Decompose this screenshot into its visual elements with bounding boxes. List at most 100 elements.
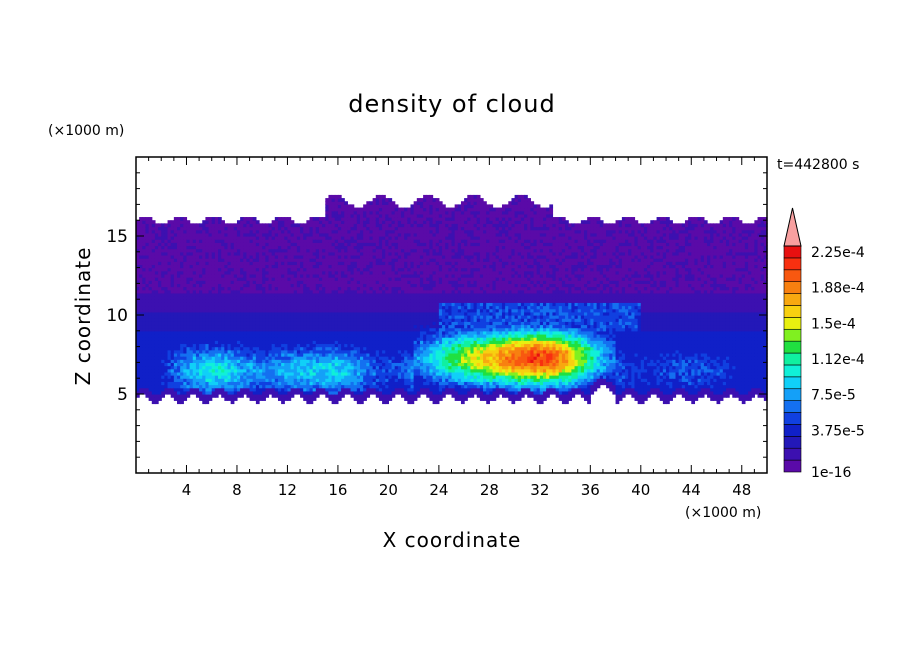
density-cell [145,283,150,288]
density-cell [158,311,162,316]
density-cell [246,324,251,329]
density-cell [230,394,235,398]
density-cell [183,245,188,250]
density-cell [259,381,263,386]
density-cell [177,245,181,250]
density-cell [221,239,225,243]
density-cell [243,321,248,326]
density-cell [303,261,307,266]
density-cell [142,308,147,313]
density-cell [218,299,222,303]
density-cell [177,327,181,332]
density-cell [214,327,219,332]
density-cell [249,299,254,303]
density-cell [259,352,263,357]
density-cell [202,318,206,322]
density-cell [158,267,162,272]
density-cell [293,340,298,345]
density-cell [230,381,235,386]
density-cell [243,305,248,310]
density-cell [252,248,257,253]
density-cell [249,296,254,300]
density-cell [164,337,169,341]
density-cell [177,296,181,300]
density-cell [227,356,232,360]
density-cell [214,390,219,395]
density-cell [151,254,156,259]
density-cell [195,296,200,300]
density-cell [189,264,194,269]
density-cell [173,311,178,316]
density-cell [224,365,229,370]
density-cell [170,362,175,367]
density-cell [192,308,197,313]
density-cell [205,362,210,367]
density-cell [224,343,229,348]
density-cell [281,232,285,237]
density-cell [296,390,301,395]
density-cell [293,315,298,319]
density-cell [205,232,210,237]
density-cell [271,296,276,300]
density-cell [277,254,282,259]
density-cell [303,273,307,278]
density-cell [218,232,222,237]
density-cell [186,378,191,382]
density-cell [136,311,140,316]
density-cell [243,324,248,329]
density-cell [230,359,235,363]
density-cell [221,280,225,284]
density-cell [293,375,298,379]
density-cell [211,318,216,322]
density-cell [205,356,210,360]
density-cell [214,371,219,376]
density-cell [145,254,150,259]
density-cell [233,254,238,259]
density-cell [271,346,276,351]
density-cell [221,245,225,250]
density-cell [255,264,260,269]
density-cell [277,368,282,373]
density-cell [296,381,301,386]
density-cell [218,387,222,392]
density-cell [173,229,178,234]
density-cell [218,343,222,348]
density-cell [199,333,203,338]
density-cell [277,217,282,221]
density-cell [183,375,188,379]
density-cell [218,251,222,256]
density-cell [265,264,270,269]
density-cell [136,242,140,247]
density-cell [167,368,172,373]
density-cell [303,378,307,382]
density-cell [300,299,304,303]
density-cell [177,226,181,231]
density-cell [214,324,219,329]
density-cell [199,270,203,275]
density-cell [227,384,232,389]
density-cell [281,251,285,256]
density-cell [186,365,191,370]
density-cell [284,321,289,326]
density-cell [136,299,140,303]
density-cell [154,302,159,307]
density-cell [136,359,140,363]
density-cell [214,258,219,262]
density-cell [142,264,147,269]
density-cell [303,223,307,228]
density-cell [306,387,311,392]
density-cell [300,311,304,316]
density-cell [167,239,172,243]
density-cell [274,318,279,322]
density-cell [218,330,222,335]
density-cell [303,394,307,398]
density-cell [303,226,307,231]
density-cell [180,394,184,398]
density-cell [240,254,244,259]
density-cell [139,236,143,240]
density-cell [262,394,266,398]
density-cell [300,337,304,341]
density-cell [265,245,270,250]
density-cell [164,315,169,319]
density-cell [290,264,295,269]
